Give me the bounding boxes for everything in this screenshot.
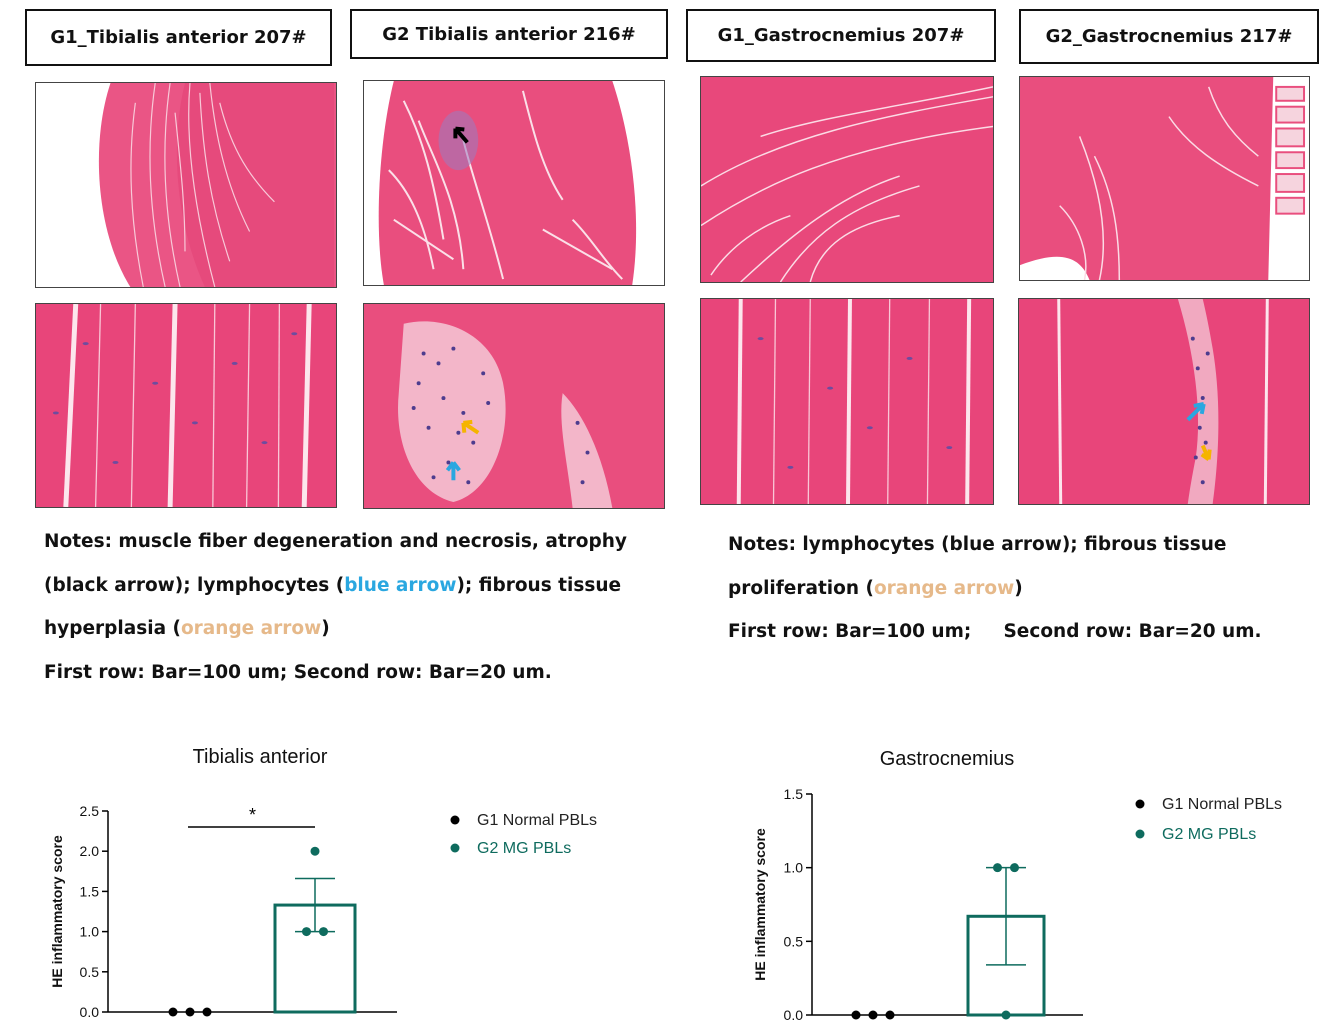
legend-marker xyxy=(1135,799,1145,809)
micrograph-ta-g1-100um xyxy=(35,82,337,288)
legend-label: G1 Normal PBLs xyxy=(477,812,597,829)
y-tick-label: 1.0 xyxy=(80,924,100,940)
notes-right: Notes: lymphocytes (blue arrow); fibrous… xyxy=(728,523,1308,654)
scale-bar-note: First row: Bar=100 um; Second row: Bar=2… xyxy=(728,621,1262,642)
legend-marker xyxy=(450,843,460,853)
notes-line: Notes: muscle fiber degeneration and nec… xyxy=(44,520,684,564)
significance-marker: * xyxy=(249,805,256,825)
notes-text: ) xyxy=(321,618,330,639)
notes-text: ); fibrous tissue xyxy=(456,574,622,596)
legend-label: G2 MG PBLs xyxy=(1162,826,1256,843)
data-point xyxy=(185,1007,195,1017)
blue-arrow-icon xyxy=(1186,402,1206,422)
micrograph-ta-g2-100um xyxy=(363,80,665,286)
data-point xyxy=(319,927,328,937)
data-point xyxy=(168,1007,178,1017)
micrograph-gc-g1-20um xyxy=(700,298,994,505)
chart-tibialis-anterior-svg: Tibialis anterior 0.0 0.5 1.0 1.5 2.0 2.5 HE in… xyxy=(49,746,597,1020)
panel-title-ta-g1: G1_Tibialis anterior 207# xyxy=(25,9,332,66)
data-point xyxy=(302,927,311,937)
chart-title: Tibialis anterior xyxy=(193,746,328,768)
panel-title-ta-g2: G2 Tibialis anterior 216# xyxy=(350,9,668,59)
y-tick-label: 1.0 xyxy=(784,860,804,876)
blue-arrow-icon xyxy=(445,461,461,481)
data-point xyxy=(1001,1010,1011,1020)
orange-arrow-icon xyxy=(1200,444,1212,462)
micrograph-gc-g2-20um xyxy=(1018,298,1310,505)
data-point xyxy=(851,1010,861,1020)
scale-bar-note: First row: Bar=100 um; Second row: Bar=2… xyxy=(44,661,552,683)
panel-title-gc-g1: G1_Gastrocnemius 207# xyxy=(686,9,996,62)
data-point xyxy=(202,1007,212,1017)
notes-text: proliferation ( xyxy=(728,577,874,599)
y-axis-label: HE inflammatory score xyxy=(49,835,65,988)
notes-left: Notes: muscle fiber degeneration and nec… xyxy=(44,520,684,694)
y-tick-label: 2.0 xyxy=(80,843,100,859)
chart-tibialis-anterior: Tibialis anterior 0.0 0.5 1.0 1.5 2.0 2.5 HE in… xyxy=(40,735,660,1030)
orange-arrow-icon xyxy=(461,419,480,435)
data-point xyxy=(993,863,1002,873)
legend-marker xyxy=(450,815,460,825)
y-tick-label: 0.0 xyxy=(784,1007,804,1023)
orange-arrow-label: orange arrow xyxy=(180,618,322,639)
micrograph-ta-g2-20um xyxy=(363,303,665,509)
legend-marker xyxy=(1135,829,1145,839)
notes-line: First row: Bar=100 um; Second row: Bar=2… xyxy=(44,651,684,695)
legend-label: G1 Normal PBLs xyxy=(1162,796,1282,813)
y-tick-label: 0.0 xyxy=(80,1004,100,1020)
chart-gastrocnemius: Gastrocnemius 0.0 0.5 1.0 1.5 HE inflammatory… xyxy=(740,735,1320,1030)
notes-text: Notes: muscle fiber degeneration and nec… xyxy=(44,531,627,552)
notes-line: Notes: lymphocytes (blue arrow); fibrous… xyxy=(728,523,1308,567)
data-point xyxy=(310,846,320,856)
micrograph-gc-g2-100um xyxy=(1019,76,1310,281)
notes-text: Notes: lymphocytes (blue arrow); fibrous… xyxy=(728,534,1227,555)
y-tick-label: 1.5 xyxy=(80,883,100,899)
notes-text: ) xyxy=(1014,577,1023,599)
y-tick-label: 2.5 xyxy=(80,803,100,819)
data-point xyxy=(1010,863,1019,873)
y-axis-label: HE inflammatory score xyxy=(752,828,768,981)
panel-title-text: G1_Tibialis anterior 207# xyxy=(50,27,307,48)
chart-title: Gastrocnemius xyxy=(880,748,1015,770)
y-tick-label: 0.5 xyxy=(80,964,100,980)
chart-gastrocnemius-svg: Gastrocnemius 0.0 0.5 1.0 1.5 HE inflammatory… xyxy=(752,748,1282,1023)
notes-line: hyperplasia (orange arrow) xyxy=(44,607,684,651)
notes-line: (black arrow); lymphocytes (blue arrow);… xyxy=(44,564,684,608)
legend-label: G2 MG PBLs xyxy=(477,840,571,857)
blue-arrow-label: blue arrow xyxy=(344,574,457,596)
panel-title-text: G2 Tibialis anterior 216# xyxy=(382,23,636,45)
data-point xyxy=(868,1010,878,1020)
orange-arrow-label: orange arrow xyxy=(873,577,1015,599)
y-tick-label: 1.5 xyxy=(784,786,804,802)
data-point xyxy=(885,1010,895,1020)
y-tick-label: 0.5 xyxy=(784,933,804,949)
micrograph-ta-g1-20um xyxy=(35,303,337,508)
notes-text: hyperplasia ( xyxy=(44,618,181,639)
panel-title-text: G2_Gastrocnemius 217# xyxy=(1045,26,1293,47)
notes-text: (black arrow); lymphocytes ( xyxy=(44,574,345,596)
panel-title-gc-g2: G2_Gastrocnemius 217# xyxy=(1019,9,1319,64)
micrograph-gc-g1-100um xyxy=(700,76,994,283)
black-arrow-icon xyxy=(453,126,469,144)
notes-line: First row: Bar=100 um; Second row: Bar=2… xyxy=(728,610,1308,654)
notes-line: proliferation (orange arrow) xyxy=(728,567,1308,611)
panel-title-text: G1_Gastrocnemius 207# xyxy=(717,25,965,46)
